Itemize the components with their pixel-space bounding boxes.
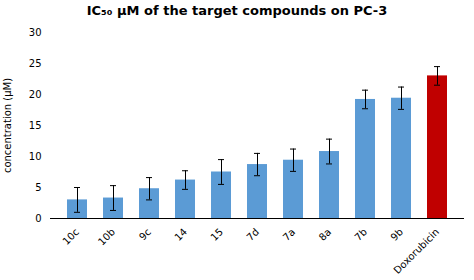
svg-text:concentration (μM): concentration (μM): [2, 78, 13, 173]
svg-text:7a: 7a: [281, 226, 298, 243]
svg-text:7b: 7b: [352, 226, 369, 243]
svg-text:10c: 10c: [61, 226, 82, 247]
svg-text:25: 25: [29, 58, 42, 69]
svg-text:0: 0: [35, 213, 41, 224]
svg-text:30: 30: [29, 27, 42, 38]
svg-text:10: 10: [29, 151, 42, 162]
svg-text:7d: 7d: [244, 226, 261, 243]
svg-text:15: 15: [208, 226, 225, 243]
svg-text:5: 5: [35, 182, 41, 193]
svg-text:8a: 8a: [317, 226, 334, 243]
svg-text:20: 20: [29, 89, 42, 100]
svg-text:10b: 10b: [96, 226, 117, 247]
svg-text:15: 15: [29, 120, 42, 131]
svg-text:Doxorubicin: Doxorubicin: [391, 226, 441, 276]
svg-text:9c: 9c: [137, 226, 153, 242]
svg-text:14: 14: [172, 226, 189, 243]
svg-text:9b: 9b: [388, 226, 405, 243]
html-text:IC₅₀ μM of the target compound: IC₅₀ μM of the target compounds on PC-3: [86, 3, 388, 18]
